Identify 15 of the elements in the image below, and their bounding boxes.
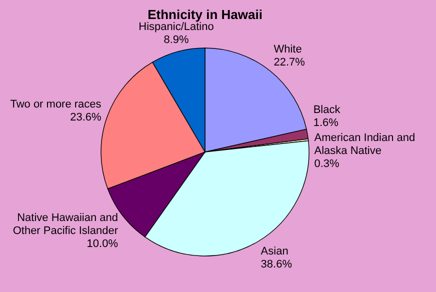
data-label: 38.6% [260,258,292,270]
data-label: 1.6% [313,117,339,130]
data-label: 8.9% [164,34,189,46]
slice-label: Asian [260,246,288,258]
slice-label: Two or more races [10,98,102,110]
slice-label: Native Hawaiian and Other Pacific Islander [12,212,118,238]
data-label: 23.6% [70,111,102,124]
slice-label: American Indian and Alaska Native [314,132,416,158]
slice-label: White [274,43,302,56]
data-label: 22.7% [274,56,306,68]
data-label: 0.3% [314,158,340,170]
chart-title: Ethnicity in Hawaii [148,7,262,22]
data-label: 10.0% [86,238,118,250]
slice-label: Hispanic/Latino [138,20,214,33]
slice-label: Black [313,104,341,116]
